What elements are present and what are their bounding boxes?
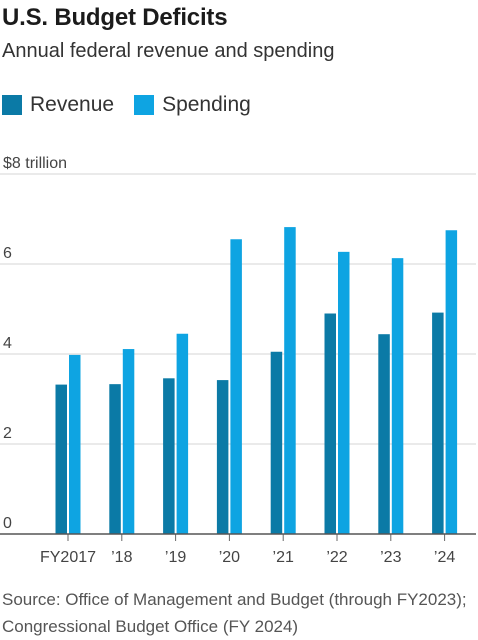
legend-swatch-revenue (2, 95, 22, 115)
bar-spending (230, 239, 242, 534)
bar-spending (69, 354, 81, 534)
bar-revenue (324, 313, 336, 534)
bar-spending (176, 333, 189, 534)
y-tick-label: 6 (3, 245, 12, 262)
legend-label-spending: Spending (162, 93, 251, 116)
y-tick-label: $8 trillion (3, 155, 67, 172)
bar-spending (445, 230, 458, 534)
bar-revenue (432, 312, 444, 534)
legend-item-spending: Spending (134, 93, 251, 117)
bar-revenue (378, 334, 390, 534)
bar-revenue (109, 384, 121, 534)
bar-revenue (163, 378, 175, 534)
bar-revenue (216, 380, 229, 534)
legend-label-revenue: Revenue (30, 93, 115, 116)
x-tick-label: ’22 (326, 549, 347, 566)
x-tick-label: ’20 (219, 549, 240, 566)
x-tick-label: ’19 (165, 549, 186, 566)
bar-revenue (270, 351, 283, 534)
x-tick-label: FY2017 (40, 549, 96, 566)
bar-spending (284, 227, 296, 534)
bar-revenue (55, 384, 67, 534)
bar-spending (391, 258, 404, 534)
bar-chart: 0 2 4 6 $8 trillion FY2017 ’18 ’19 ’20 ’21 ’22 ’23 ’… (0, 155, 476, 566)
y-tick-label: 2 (3, 425, 12, 442)
bar-spending (122, 349, 135, 534)
legend: Revenue Spending (2, 92, 271, 118)
y-tick-label: 4 (3, 335, 12, 352)
x-tick-label: ’18 (111, 549, 132, 566)
x-tick-label: ’24 (434, 549, 455, 566)
bar-spending (338, 251, 350, 534)
legend-item-revenue: Revenue (2, 93, 114, 117)
legend-swatch-spending (134, 95, 155, 115)
source-note: Source: Office of Management and Budget … (2, 590, 467, 636)
chart-subtitle: Annual federal revenue and spending (2, 40, 335, 62)
x-tick-label: ’21 (273, 549, 294, 566)
y-tick-label: 0 (3, 515, 12, 532)
chart-title: U.S. Budget Deficits (2, 4, 228, 31)
x-tick-label: ’23 (380, 549, 401, 566)
